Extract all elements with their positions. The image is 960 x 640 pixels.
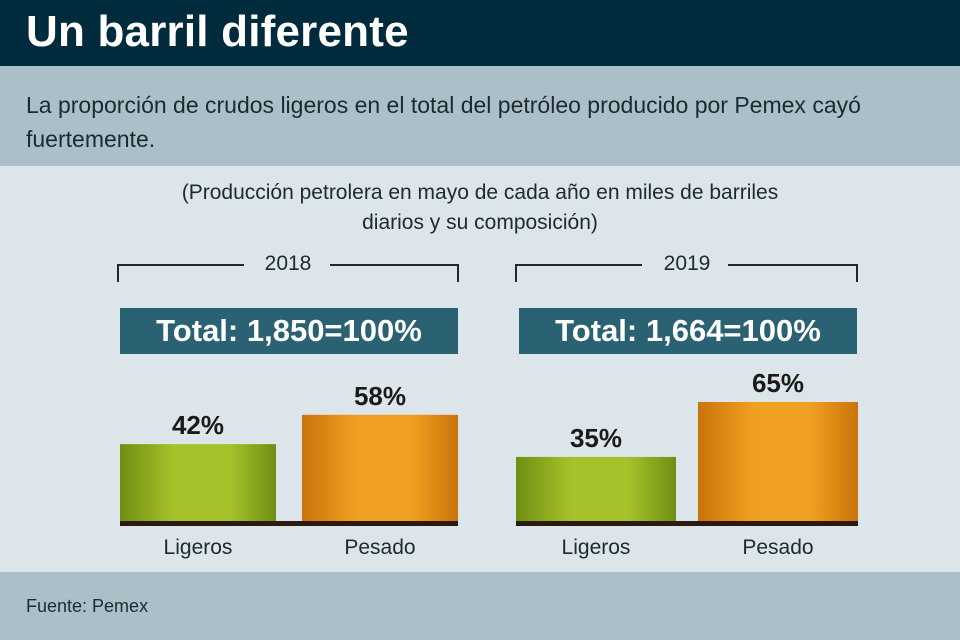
bar-pesado-2018 — [302, 414, 458, 521]
bracket-2018 — [117, 264, 459, 282]
year-label-2018: 2018 — [264, 252, 312, 275]
baseline-2019 — [516, 521, 858, 526]
bracket-2019 — [515, 264, 858, 282]
baseline-2018 — [120, 521, 458, 526]
subtitle-band: La proporción de crudos ligeros en el to… — [0, 66, 960, 166]
chart-note-line-2: diarios y su composición) — [362, 211, 598, 234]
category-label-pesado-2019: Pesado — [742, 536, 813, 559]
category-label-pesado-2018: Pesado — [344, 536, 415, 559]
chart-subtitle: La proporción de crudos ligeros en el to… — [26, 92, 861, 152]
bar-ligeros-2019 — [516, 456, 676, 521]
year-label-2019: 2019 — [663, 252, 711, 275]
value-label-ligeros-2019: 35% — [570, 423, 622, 453]
chart-note-line-1: (Producción petrolera en mayo de cada añ… — [181, 181, 779, 204]
footer-band: Fuente: Pemex — [0, 572, 960, 640]
chart-note: (Producción petrolera en mayo de cada añ… — [0, 178, 960, 238]
header-band: Un barril diferente — [0, 0, 960, 66]
bar-ligeros-2018 — [120, 444, 276, 521]
total-box-2018: Total: 1,850=100% — [120, 308, 458, 354]
value-label-pesado-2018: 58% — [354, 381, 406, 411]
bar-pesado-2019 — [698, 402, 858, 521]
category-label-ligeros-2019: Ligeros — [562, 536, 631, 559]
chart-title: Un barril diferente — [26, 7, 409, 56]
total-box-2019: Total: 1,664=100% — [519, 308, 857, 354]
source-note: Fuente: Pemex — [26, 596, 149, 616]
value-label-pesado-2019: 65% — [752, 368, 804, 398]
category-label-ligeros-2018: Ligeros — [164, 536, 233, 559]
value-label-ligeros-2018: 42% — [172, 410, 224, 440]
